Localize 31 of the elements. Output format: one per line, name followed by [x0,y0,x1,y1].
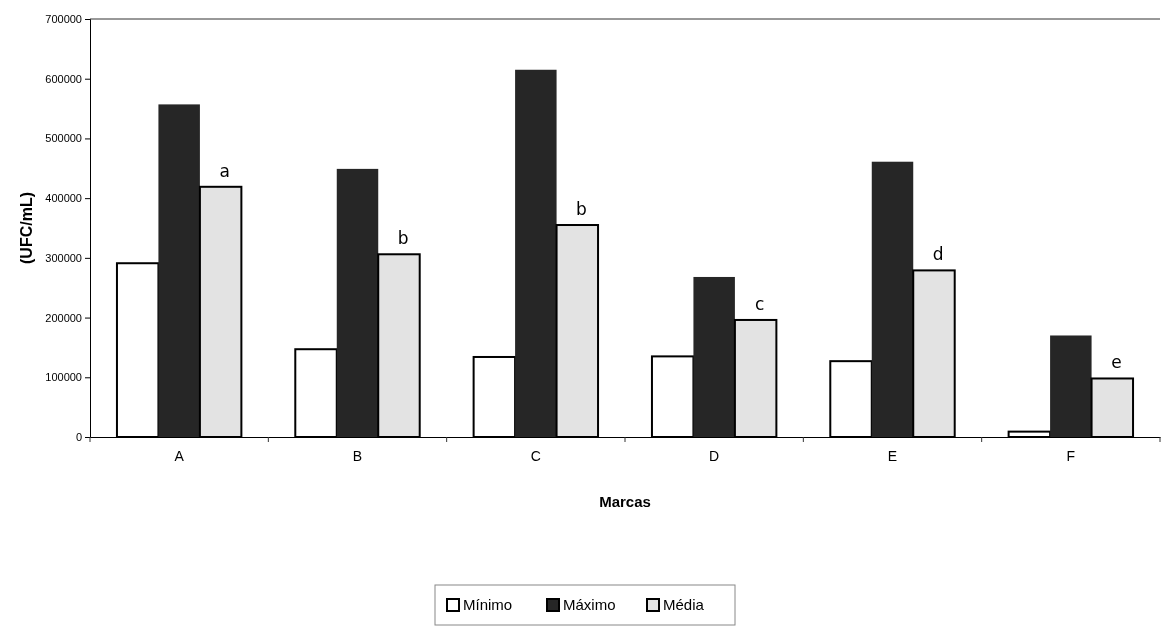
x-tick-label: C [530,447,541,464]
data-label: b [576,199,587,220]
y-tick-label: 100000 [45,371,82,384]
y-tick-label: 500000 [45,132,82,145]
data-label: a [219,160,230,181]
bar [1050,335,1092,437]
y-tick-label: 0 [75,431,82,444]
y-axis-title: (UFC/mL) [18,192,35,264]
legend-label: Média [663,596,705,613]
data-label: b [397,228,409,249]
legend-label: Mínimo [463,596,513,613]
x-tick-label: B [352,447,363,464]
bar [515,69,557,437]
x-tick-label: F [1066,447,1076,464]
bar [336,168,379,437]
y-tick-label: 400000 [45,192,82,205]
x-tick-label: D [709,447,720,464]
y-tick-label: 300000 [45,251,82,264]
y-tick-label: 600000 [45,72,82,85]
data-label: d [932,244,944,265]
x-tick-label: A [174,447,185,464]
legend-label: Máximo [563,596,616,613]
bar [693,276,735,437]
y-tick-label: 700000 [45,13,82,26]
bar [871,161,914,437]
x-axis-title: Marcas [599,493,651,510]
bar [158,104,200,437]
y-tick-label: 200000 [45,311,82,324]
data-label: e [1111,352,1122,373]
data-label: c [755,293,765,314]
x-tick-label: E [887,447,898,464]
